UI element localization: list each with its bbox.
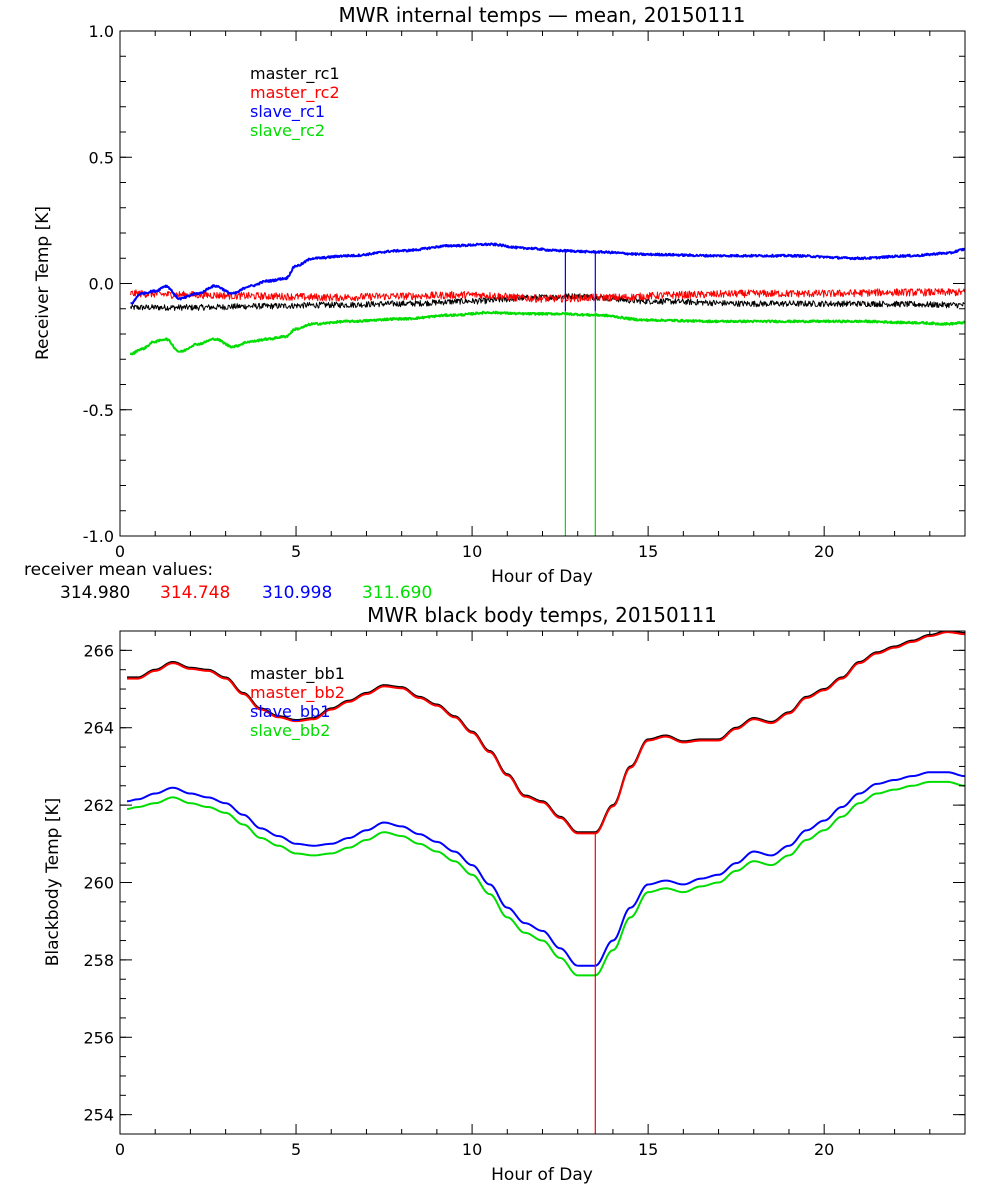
- y-tick-label: -1.0: [83, 527, 114, 546]
- x-tick-label: 10: [462, 1140, 482, 1159]
- vertical-markers: [564, 250, 596, 536]
- receiver-mean-values: receiver mean values: 314.980 314.748 31…: [24, 560, 432, 603]
- y-tick-label: -0.5: [83, 401, 114, 420]
- series-line-slave-rc1: [130, 242, 965, 305]
- x-tick-label: 5: [291, 542, 301, 561]
- y-tick-label: 256: [83, 1028, 114, 1047]
- series-line-master-rc2: [130, 288, 965, 303]
- legend-slave-rc1: slave_rc1: [250, 102, 325, 122]
- chart-title: MWR internal temps — mean, 20150111: [338, 3, 745, 27]
- y-axis-label: Blackbody Temp [K]: [43, 798, 63, 967]
- series-line-slave-bb1: [126, 771, 965, 967]
- receiver-mean-slave-rc1: 310.998: [262, 583, 332, 603]
- series-line-slave-bb2: [126, 780, 965, 977]
- y-tick-label: 258: [83, 951, 114, 970]
- legend-slave-rc2: slave_rc2: [250, 121, 325, 141]
- y-axis-label: Receiver Temp [K]: [33, 206, 53, 360]
- x-tick-label: 15: [638, 1140, 658, 1159]
- y-tick-label: 264: [83, 719, 114, 738]
- plot-data: [129, 242, 965, 356]
- series-line-slave-rc2: [129, 310, 965, 356]
- blackbody-temps-panel: MWR black body temps, 20150111 0 5 10 15 20 2…: [43, 603, 966, 1185]
- legend-master-bb1: master_bb1: [250, 664, 345, 684]
- x-tick-label: 20: [814, 1140, 834, 1159]
- y-tick-label: 262: [83, 796, 114, 815]
- axis-ticks: 0 5 10 15 20 -1.0 -0.5 0.0 0.5 1.0: [83, 22, 966, 561]
- plot-data: [126, 631, 965, 977]
- series-line-master-bb2: [127, 631, 965, 835]
- y-tick-label: 260: [83, 874, 114, 893]
- chart-title: MWR black body temps, 20150111: [367, 603, 717, 627]
- axis-ticks: 0 5 10 15 20 254 256 258 260 262 264 266: [83, 630, 966, 1159]
- x-tick-label: 5: [291, 1140, 301, 1159]
- legend-master-rc1: master_rc1: [250, 64, 340, 84]
- receiver-mean-master-rc1: 314.980: [60, 583, 130, 603]
- legend: master_rc1 master_rc2 slave_rc1 slave_rc…: [250, 64, 340, 141]
- receiver-temps-panel: MWR internal temps — mean, 20150111 0 5 10…: [33, 3, 966, 587]
- x-tick-label: 20: [814, 542, 834, 561]
- y-tick-label: 0.5: [89, 148, 114, 167]
- legend-master-bb2: master_bb2: [250, 683, 345, 703]
- x-axis-label: Hour of Day: [491, 567, 593, 587]
- x-axis-label: Hour of Day: [491, 1165, 593, 1185]
- receiver-mean-label: receiver mean values:: [24, 560, 213, 580]
- y-tick-label: 254: [83, 1106, 114, 1125]
- x-tick-label: 0: [115, 542, 125, 561]
- y-tick-label: 0.0: [89, 275, 114, 294]
- x-tick-label: 10: [462, 542, 482, 561]
- legend-slave-bb1: slave_bb1: [250, 702, 330, 722]
- receiver-mean-master-rc2: 314.748: [160, 583, 230, 603]
- y-tick-label: 1.0: [89, 22, 114, 41]
- x-tick-label: 15: [638, 542, 658, 561]
- legend-master-rc2: master_rc2: [250, 83, 340, 103]
- legend-slave-bb2: slave_bb2: [250, 721, 330, 741]
- legend: master_bb1 master_bb2 slave_bb1 slave_bb…: [250, 664, 345, 741]
- x-tick-label: 0: [115, 1140, 125, 1159]
- y-tick-label: 266: [83, 641, 114, 660]
- receiver-mean-slave-rc2: 311.690: [362, 583, 432, 603]
